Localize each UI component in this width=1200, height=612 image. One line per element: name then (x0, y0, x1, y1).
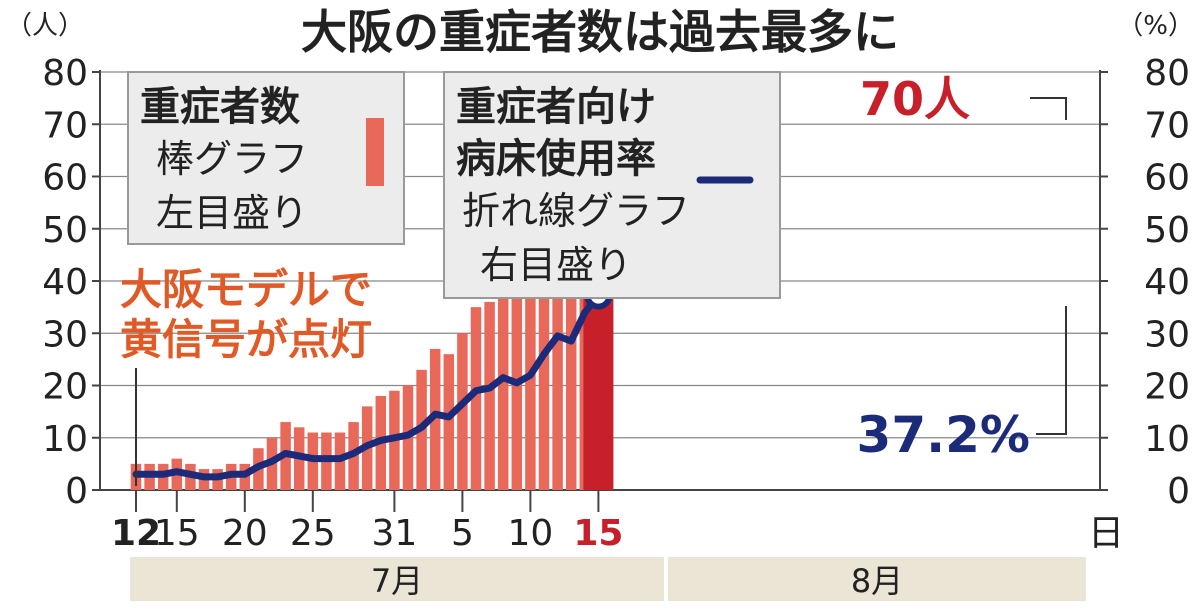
annotation-yellow-signal-1: 大阪モデルで (120, 265, 372, 314)
legend-bar-line-1: 棒グラフ (156, 137, 308, 181)
month-label-august: 8月 (851, 562, 903, 600)
left-tick-label: 10 (42, 419, 88, 460)
legend-line-title-2: 病床使用率 (456, 136, 656, 182)
occupancy-rate-line (132, 292, 602, 481)
left-tick-label: 0 (65, 471, 88, 512)
annotation-peak-line-leader (1036, 306, 1067, 435)
right-tick-labels: 0 10 20 30 40 50 60 70 80 (1100, 53, 1190, 512)
left-axis-unit: （人） (6, 11, 84, 41)
legend-bar-swatch (366, 118, 384, 186)
right-tick-label: 0 (1167, 471, 1190, 512)
right-tick-label: 30 (1144, 314, 1190, 355)
bar (443, 354, 455, 490)
left-tick-label: 70 (42, 105, 88, 146)
legend-bar-title: 重症者数 (140, 84, 300, 130)
legend-line-box (443, 71, 781, 299)
right-tick-label: 70 (1144, 105, 1190, 146)
right-axis-unit: （%） (1117, 11, 1194, 41)
annotation-peak-bar-leader (1030, 97, 1067, 120)
month-band-august (668, 557, 1086, 601)
bar (538, 233, 550, 490)
x-tick-marks (135, 490, 600, 512)
right-tick-label: 50 (1144, 210, 1190, 251)
legend-line-sub-1: 折れ線グラフ (462, 189, 690, 233)
left-tick-labels: 0 10 20 30 40 50 60 70 80 (42, 53, 100, 512)
day-suffix: 日 (1088, 513, 1124, 554)
x-tick-label: 15 (573, 513, 623, 554)
annotation-yellow-signal-2: 黄信号が点灯 (120, 315, 372, 364)
left-tick-label: 80 (42, 53, 88, 94)
bar (470, 307, 482, 490)
bar (484, 301, 495, 490)
right-tick-label: 10 (1144, 419, 1190, 460)
legend-bar-box (127, 71, 405, 245)
right-tick-label: 40 (1144, 262, 1190, 303)
bar (565, 213, 577, 490)
x-tick-label: 31 (371, 513, 417, 554)
bar (511, 291, 523, 490)
x-tick-label: 12 (111, 513, 161, 554)
bar (525, 275, 536, 490)
legend-line-sub-2: 右目盛り (480, 243, 632, 287)
bar (497, 281, 509, 490)
x-tick-label: 25 (290, 513, 336, 554)
bar (457, 333, 468, 490)
left-tick-label: 40 (42, 262, 88, 303)
month-label-july: 7月 (371, 562, 423, 600)
left-tick-label: 60 (42, 158, 88, 199)
annotation-peak-bar: 70人 (860, 72, 970, 126)
left-tick-label: 30 (42, 314, 88, 355)
left-tick-label: 20 (42, 367, 88, 408)
chart-title: 大阪の重症者数は過去最多に (301, 5, 899, 59)
x-tick-label: 5 (451, 513, 474, 554)
left-tick-label: 50 (42, 210, 88, 251)
legend-bar-line-2: 左目盛り (156, 191, 308, 235)
annotation-peak-line: 37.2% (857, 406, 1030, 464)
legend-line-title-1: 重症者向け (456, 84, 656, 130)
x-tick-label: 15 (154, 513, 200, 554)
x-tick-label: 10 (507, 513, 553, 554)
bar (429, 348, 441, 490)
month-band-july (130, 557, 664, 601)
right-tick-label: 60 (1144, 158, 1190, 199)
x-tick-label: 20 (222, 513, 268, 554)
right-tick-label: 20 (1144, 367, 1190, 408)
right-tick-label: 80 (1144, 53, 1190, 94)
bar (552, 202, 563, 490)
